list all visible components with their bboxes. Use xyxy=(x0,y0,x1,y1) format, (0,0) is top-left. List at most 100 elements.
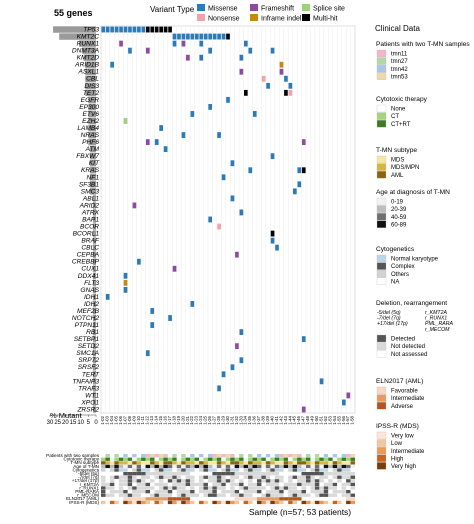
clinical-cell xyxy=(145,464,151,469)
legend-swatch xyxy=(376,220,387,228)
clinical-cell xyxy=(350,464,356,469)
clinical-cell xyxy=(301,482,307,487)
clinical-cell xyxy=(314,457,320,461)
clinical-cell xyxy=(145,461,151,465)
sample-label: 1-39 xyxy=(265,415,270,424)
clinical-cell xyxy=(194,454,200,458)
sample-label: 1-48 xyxy=(305,415,310,424)
clinical-cell xyxy=(132,472,137,476)
clinical-cell xyxy=(256,464,262,469)
clinical-cell xyxy=(194,482,200,487)
legend-group-title: T-MN subtype xyxy=(376,147,417,154)
mutant-bar xyxy=(92,230,96,237)
clinical-cell xyxy=(279,457,284,461)
gene-label: SMC1A xyxy=(76,350,99,357)
clinical-cell xyxy=(265,457,271,461)
clinical-cell xyxy=(194,468,200,472)
clinical-cell xyxy=(207,454,213,458)
mutation-cell xyxy=(105,293,110,300)
clinical-cell xyxy=(350,482,356,487)
clinical-cell xyxy=(203,454,208,458)
clinical-cell xyxy=(337,493,342,497)
gene-label: RB1 xyxy=(86,329,99,336)
clinical-cell xyxy=(346,472,351,476)
clinical-cell xyxy=(154,493,159,497)
clinical-cell xyxy=(167,486,173,490)
clinical-cell xyxy=(158,482,164,487)
clinical-cell xyxy=(132,482,137,487)
sample-label: 1-14 xyxy=(154,415,159,424)
clinical-cell xyxy=(190,500,195,505)
clinical-cell xyxy=(261,468,266,472)
clinical-cell xyxy=(167,479,173,483)
mutation-cell xyxy=(199,33,204,40)
mutation-cell xyxy=(181,33,186,40)
clinical-cell xyxy=(154,454,159,458)
clinical-cell xyxy=(248,457,253,461)
clinical-cell xyxy=(136,482,142,487)
mutation-cell xyxy=(110,26,114,33)
clinical-cell xyxy=(301,461,307,465)
clinical-cell xyxy=(185,493,191,497)
clinical-cell xyxy=(239,497,244,501)
mutant-bar xyxy=(92,371,96,378)
clinical-cell xyxy=(185,482,191,487)
gene-label: BCOR xyxy=(80,224,99,231)
sample-label: 1-22 xyxy=(189,415,194,424)
gene-label: CREBBP xyxy=(72,259,100,266)
clinical-cell xyxy=(270,490,275,494)
legend-label: Very low xyxy=(391,434,414,440)
legend-group-title: ELN2017 (AML) xyxy=(376,378,423,385)
clinical-cell xyxy=(172,482,177,487)
mutant-bar xyxy=(92,258,96,265)
mutation-cell xyxy=(297,181,302,188)
mutation-cell xyxy=(150,308,155,314)
clinical-cell xyxy=(332,497,338,501)
clinical-cell xyxy=(199,479,204,483)
clinical-cell xyxy=(310,482,315,487)
gene-label: ARID1B xyxy=(74,62,99,69)
clinical-cell xyxy=(185,490,191,494)
clinical-cell xyxy=(297,454,302,458)
clinical-cell xyxy=(292,472,298,476)
clinical-cell xyxy=(243,482,249,487)
clinical-cell xyxy=(328,493,333,497)
clinical-cell xyxy=(292,457,298,461)
sample-label: 1-27 xyxy=(212,415,217,424)
clinical-cell xyxy=(292,479,298,483)
legend-swatch xyxy=(376,254,387,263)
sample-label: 1-33 xyxy=(238,415,243,424)
clinical-cell xyxy=(154,486,159,490)
clinical-cell xyxy=(314,500,320,505)
clinical-cell xyxy=(190,461,195,465)
clinical-cell xyxy=(190,472,195,476)
clinical-cell xyxy=(167,482,173,487)
legend-label: High xyxy=(391,456,403,462)
clinical-cell xyxy=(127,461,133,465)
clinical-cell xyxy=(127,464,133,469)
gene-label: CBL xyxy=(86,76,99,83)
mutant-bar xyxy=(53,26,96,33)
legend-label: tmn11 xyxy=(391,52,408,58)
clinical-cell xyxy=(274,454,280,458)
clinical-cell xyxy=(252,461,258,465)
clinical-cell xyxy=(158,479,164,483)
variant-legend-label: Frameshift xyxy=(261,6,294,13)
mutant-bar xyxy=(89,174,96,181)
legend-swatch xyxy=(376,205,387,213)
clinical-cell xyxy=(337,490,342,494)
sample-label: 1-53 xyxy=(327,415,332,424)
clinical-cell xyxy=(252,482,258,487)
clinical-cell xyxy=(123,493,128,497)
legend-note: PML_RARA xyxy=(425,321,454,327)
sample-label: 1-09 xyxy=(131,415,136,424)
clinical-cell xyxy=(172,493,177,497)
clinical-cell xyxy=(190,464,195,469)
clinical-cell xyxy=(114,500,119,505)
clinical-cell xyxy=(314,497,320,501)
clinical-cell xyxy=(310,490,315,494)
mutation-cell xyxy=(270,230,275,237)
clinical-cell xyxy=(212,454,217,458)
sample-label: 1-08 xyxy=(127,415,132,424)
clinical-cell xyxy=(297,500,302,505)
